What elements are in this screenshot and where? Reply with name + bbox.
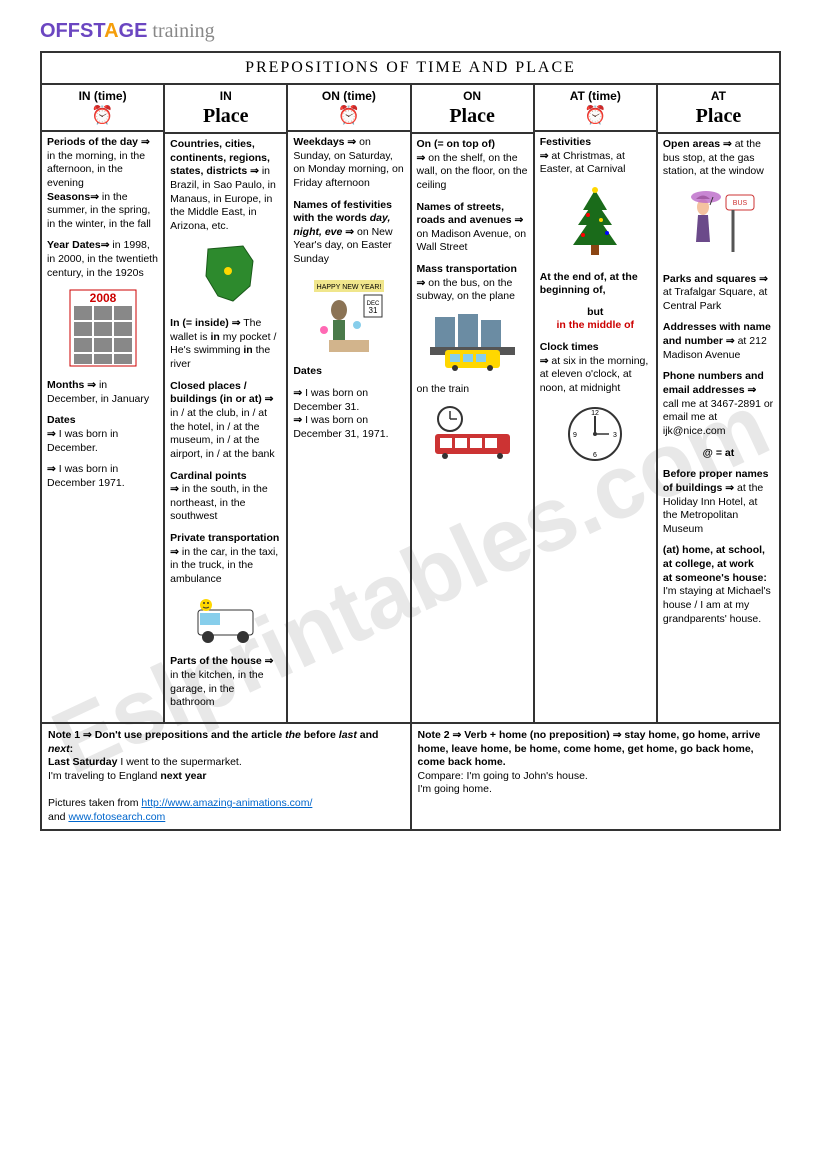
prep-label: AT (time) — [570, 89, 621, 103]
svg-text:6: 6 — [593, 452, 597, 459]
column-header: IN Place — [165, 85, 286, 134]
column-body: Periods of the day ⇒ in the morning, in … — [42, 132, 163, 503]
column-3: ON Place On (= on top of)⇒ on the shelf, o… — [412, 85, 535, 722]
column-2: ON (time) ⏰ Weekdays ⇒ on Sunday, on Satur… — [288, 85, 411, 722]
note-2: Note 2 ⇒ Verb + home (no preposition) ⇒ … — [412, 724, 780, 829]
svg-text:9: 9 — [573, 432, 577, 439]
column-body: Countries, cities, continents, regions, … — [165, 134, 286, 722]
column-header: ON (time) ⏰ — [288, 85, 409, 132]
clock-icon: ⏰ — [290, 105, 407, 126]
logo: OFFSTAGE training — [40, 20, 781, 43]
column-header: AT (time) ⏰ — [535, 85, 656, 132]
place-label: Place — [167, 105, 284, 128]
svg-text:31: 31 — [368, 306, 377, 315]
page-title: PREPOSITIONS OF TIME AND PLACE — [42, 53, 779, 85]
column-body: Open areas ⇒ at the bus stop, at the gas… — [658, 134, 779, 638]
clock-icon: ⏰ — [537, 105, 654, 126]
column-0: IN (time) ⏰ Periods of the day ⇒ in the mo… — [42, 85, 165, 722]
column-header: IN (time) ⏰ — [42, 85, 163, 132]
svg-text:BUS: BUS — [733, 200, 748, 207]
note-1: Note 1 ⇒ Don't use prepositions and the … — [42, 724, 412, 829]
worksheet-frame: PREPOSITIONS OF TIME AND PLACE IN (time)… — [40, 51, 781, 831]
prep-label: IN — [220, 89, 232, 103]
column-body: Weekdays ⇒ on Sunday, on Saturday, on Mo… — [288, 132, 409, 454]
prep-label: ON (time) — [322, 89, 376, 103]
place-label: Place — [660, 105, 777, 128]
column-5: AT Place Open areas ⇒ at the bus stop, at … — [658, 85, 779, 722]
column-body: On (= on top of)⇒ on the shelf, on the w… — [412, 134, 533, 474]
prep-label: ON — [463, 89, 481, 103]
columns-grid: IN (time) ⏰ Periods of the day ⇒ in the mo… — [42, 85, 779, 722]
svg-text:3: 3 — [613, 432, 617, 439]
svg-text:HAPPY NEW YEAR!: HAPPY NEW YEAR! — [317, 284, 382, 291]
clock-icon: ⏰ — [44, 105, 161, 126]
column-header: AT Place — [658, 85, 779, 134]
notes-row: Note 1 ⇒ Don't use prepositions and the … — [42, 722, 779, 829]
column-4: AT (time) ⏰ Festivities⇒ at Christmas, at … — [535, 85, 658, 722]
svg-text:12: 12 — [591, 410, 599, 417]
place-label: Place — [414, 105, 531, 128]
column-1: IN Place Countries, cities, continents, re… — [165, 85, 288, 722]
column-header: ON Place — [412, 85, 533, 134]
prep-label: AT — [711, 89, 726, 103]
prep-label: IN (time) — [79, 89, 127, 103]
column-body: Festivities⇒ at Christmas, at Easter, at… — [535, 132, 656, 478]
svg-text:2008: 2008 — [89, 291, 116, 305]
